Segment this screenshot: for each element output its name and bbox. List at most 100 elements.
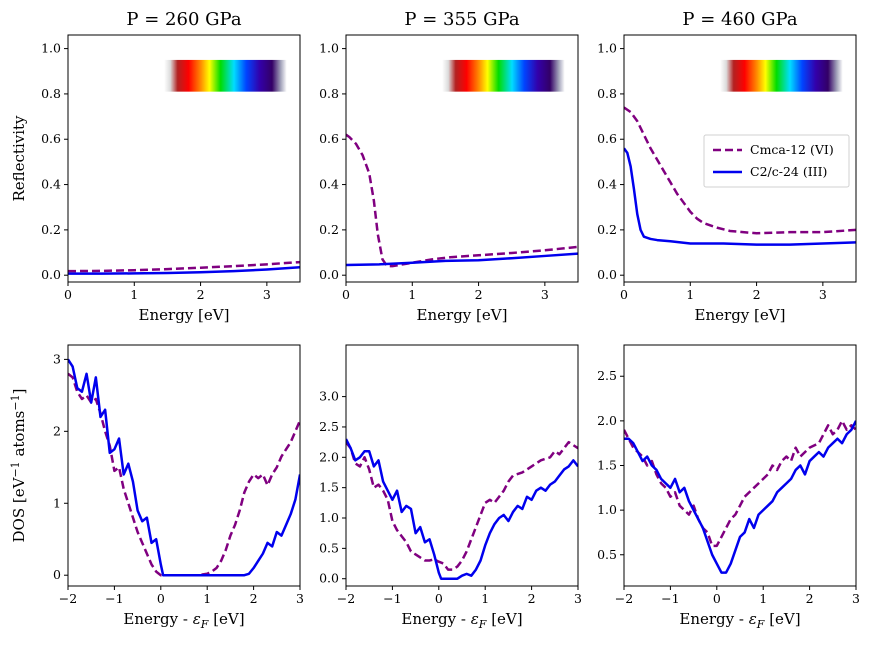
- y-tick-label: 0.4: [319, 177, 339, 192]
- x-tick-label: 1: [130, 287, 138, 302]
- series-line-cmca-12-vi: [68, 260, 300, 273]
- series-line-c2-c-24-iii: [346, 252, 578, 267]
- series-line-cmca-12-vi: [624, 106, 856, 235]
- x-tick-label: −1: [105, 591, 123, 606]
- x-tick-label: 0: [157, 591, 165, 606]
- visible-spectrum-bar: [442, 59, 565, 92]
- y-tick-label: 1: [53, 495, 61, 510]
- legend: Cmca-12 (VI) C2/c-24 (III): [703, 134, 850, 188]
- axes-frame: [623, 344, 857, 587]
- y-tick-label: 1.0: [597, 41, 617, 56]
- visible-spectrum-bar: [720, 59, 843, 92]
- x-tick-label: 2: [753, 287, 761, 302]
- x-tick-label: 1: [203, 591, 211, 606]
- series-line-cmca-12-vi: [346, 440, 578, 571]
- x-tick-label: 2: [197, 287, 205, 302]
- y-tick-label: 2.0: [597, 413, 617, 428]
- x-tick-label: −2: [337, 591, 355, 606]
- x-tick-label: 0: [713, 591, 721, 606]
- series-line-c2-c-24-iii: [68, 358, 300, 577]
- axes-frame: [345, 344, 579, 587]
- x-axis-label: Energy - εF [eV]: [123, 610, 244, 631]
- x-tick-label: 2: [475, 287, 483, 302]
- x-tick-label: −1: [661, 591, 679, 606]
- axes-frame: [67, 344, 301, 587]
- y-tick-label: 0.0: [41, 267, 61, 282]
- legend-label-c2c: C2/c-24 (III): [750, 164, 827, 179]
- y-tick-label: 1.5: [319, 480, 339, 495]
- y-tick-label: 1.5: [597, 458, 617, 473]
- y-tick-label: 0.5: [319, 540, 339, 555]
- series-line-c2-c-24-iii: [624, 147, 856, 246]
- panel-title: P = 460 GPa: [682, 9, 797, 30]
- series-line-cmca-12-vi: [68, 372, 300, 577]
- y-tick-label: 1.0: [597, 502, 617, 517]
- y-tick-label: 2.5: [319, 419, 339, 434]
- x-tick-label: 0: [64, 287, 72, 302]
- y-axis-label: Reflectivity: [10, 115, 28, 202]
- series-line-cmca-12-vi: [624, 419, 856, 548]
- y-tick-label: 0.8: [41, 86, 61, 101]
- y-tick-label: 2.5: [597, 368, 617, 383]
- y-tick-label: 0.6: [319, 131, 339, 146]
- y-tick-label: 0.6: [597, 131, 617, 146]
- series-line-cmca-12-vi: [346, 133, 578, 268]
- y-tick-label: 0.8: [597, 86, 617, 101]
- series-line-c2-c-24-iii: [68, 266, 300, 275]
- x-tick-label: −2: [59, 591, 77, 606]
- y-tick-label: 1.0: [41, 41, 61, 56]
- panel-dos-460: −2 −1 0 1 2 3 0.5 1.0 1.5 2.0 2.5 Energy - εF [eV]: [597, 344, 860, 631]
- y-tick-label: 0.4: [597, 177, 617, 192]
- x-tick-label: 0: [342, 287, 350, 302]
- axes-frame: [623, 34, 857, 283]
- panel-dos-260: −2 −1 0 1 2 3 0 1 2 3 Energy - εF [eV] DOS [eV−1 at…: [9, 344, 304, 631]
- x-tick-label: 1: [481, 591, 489, 606]
- x-tick-label: 1: [759, 591, 767, 606]
- x-tick-label: −2: [615, 591, 633, 606]
- y-tick-label: 2.0: [319, 449, 339, 464]
- y-tick-label: 0.8: [319, 86, 339, 101]
- panel-dos-355: −2 −1 0 1 2 3 0.0 0.5 1.0 1.5 2.0 2.5 3.0 Energy - εF…: [319, 344, 582, 631]
- y-tick-label: 0.5: [597, 547, 617, 562]
- x-axis-label: Energy [eV]: [139, 306, 230, 324]
- legend-box: [703, 134, 850, 188]
- legend-label-cmca: Cmca-12 (VI): [750, 142, 834, 157]
- y-tick-label: 0.2: [41, 222, 61, 237]
- x-axis-label: Energy - εF [eV]: [679, 610, 800, 631]
- y-tick-label: 1.0: [319, 510, 339, 525]
- x-tick-label: 3: [819, 287, 827, 302]
- y-tick-label: 0.4: [41, 177, 61, 192]
- x-tick-label: 1: [408, 287, 416, 302]
- x-tick-label: 3: [541, 287, 549, 302]
- y-tick-label: 1.0: [319, 41, 339, 56]
- x-tick-label: 2: [250, 591, 258, 606]
- x-tick-label: 3: [263, 287, 271, 302]
- x-tick-label: 0: [435, 591, 443, 606]
- y-tick-label: 0.0: [319, 267, 339, 282]
- panel-refl-355: 0 1 2 3 0.0 0.2 0.4 0.6 0.8 1.0 P = 355 GPa Energy …: [319, 9, 579, 324]
- x-tick-label: 0: [620, 287, 628, 302]
- panel-title: P = 260 GPa: [126, 9, 241, 30]
- x-tick-label: 2: [806, 591, 814, 606]
- x-tick-label: 3: [574, 591, 582, 606]
- y-tick-label: 0.2: [597, 222, 617, 237]
- y-tick-label: 0.0: [319, 571, 339, 586]
- x-axis-label: Energy [eV]: [417, 306, 508, 324]
- x-tick-label: −1: [383, 591, 401, 606]
- x-axis-label: Energy [eV]: [695, 306, 786, 324]
- x-tick-label: 3: [296, 591, 304, 606]
- x-tick-label: 2: [528, 591, 536, 606]
- x-tick-label: 3: [852, 591, 860, 606]
- y-tick-label: 0.0: [597, 267, 617, 282]
- axes-frame: [67, 34, 301, 283]
- y-axis-label: DOS [eV−1 atoms−1]: [9, 389, 28, 543]
- y-tick-label: 2: [53, 423, 61, 438]
- y-tick-label: 0.6: [41, 131, 61, 146]
- y-tick-label: 0: [53, 567, 61, 582]
- panel-refl-260: 0 1 2 3 0.0 0.2 0.4 0.6 0.8 1.0 P = 260 GPa Energy …: [10, 9, 301, 324]
- panel-title: P = 355 GPa: [404, 9, 519, 30]
- y-tick-label: 3: [53, 351, 61, 366]
- x-tick-label: 1: [686, 287, 694, 302]
- axes-frame: [345, 34, 579, 283]
